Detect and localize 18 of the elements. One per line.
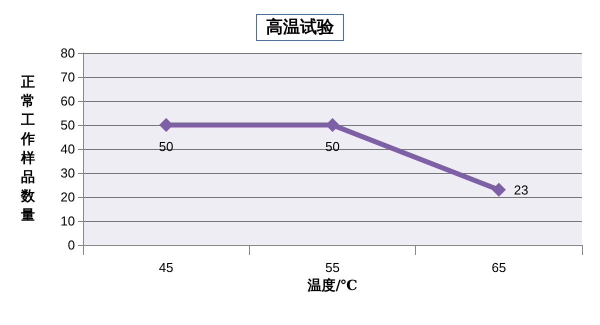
x-tick-label: 65 [492,260,506,275]
y-tick-label: 50 [60,118,75,132]
data-label: 50 [158,139,174,154]
chart-title: 高温试验 [266,18,335,38]
y-tick-label: 20 [60,190,75,204]
y-tick-label: 40 [60,142,75,156]
data-label: 50 [325,139,340,154]
x-tick-label: 45 [158,260,174,275]
y-tick-label: 10 [60,214,75,228]
y-tick-label: 0 [68,238,75,252]
x-axis-title: 温度/℃ [306,276,358,294]
y-tick-label: 60 [60,94,75,108]
y-tick-label: 70 [60,70,75,84]
y-axis-title: 正常工作样品数量 [20,74,36,224]
x-tick-label: 55 [325,260,340,275]
y-tick-label: 80 [60,46,75,60]
y-tick-label: 30 [60,166,75,180]
data-label: 23 [514,182,528,198]
